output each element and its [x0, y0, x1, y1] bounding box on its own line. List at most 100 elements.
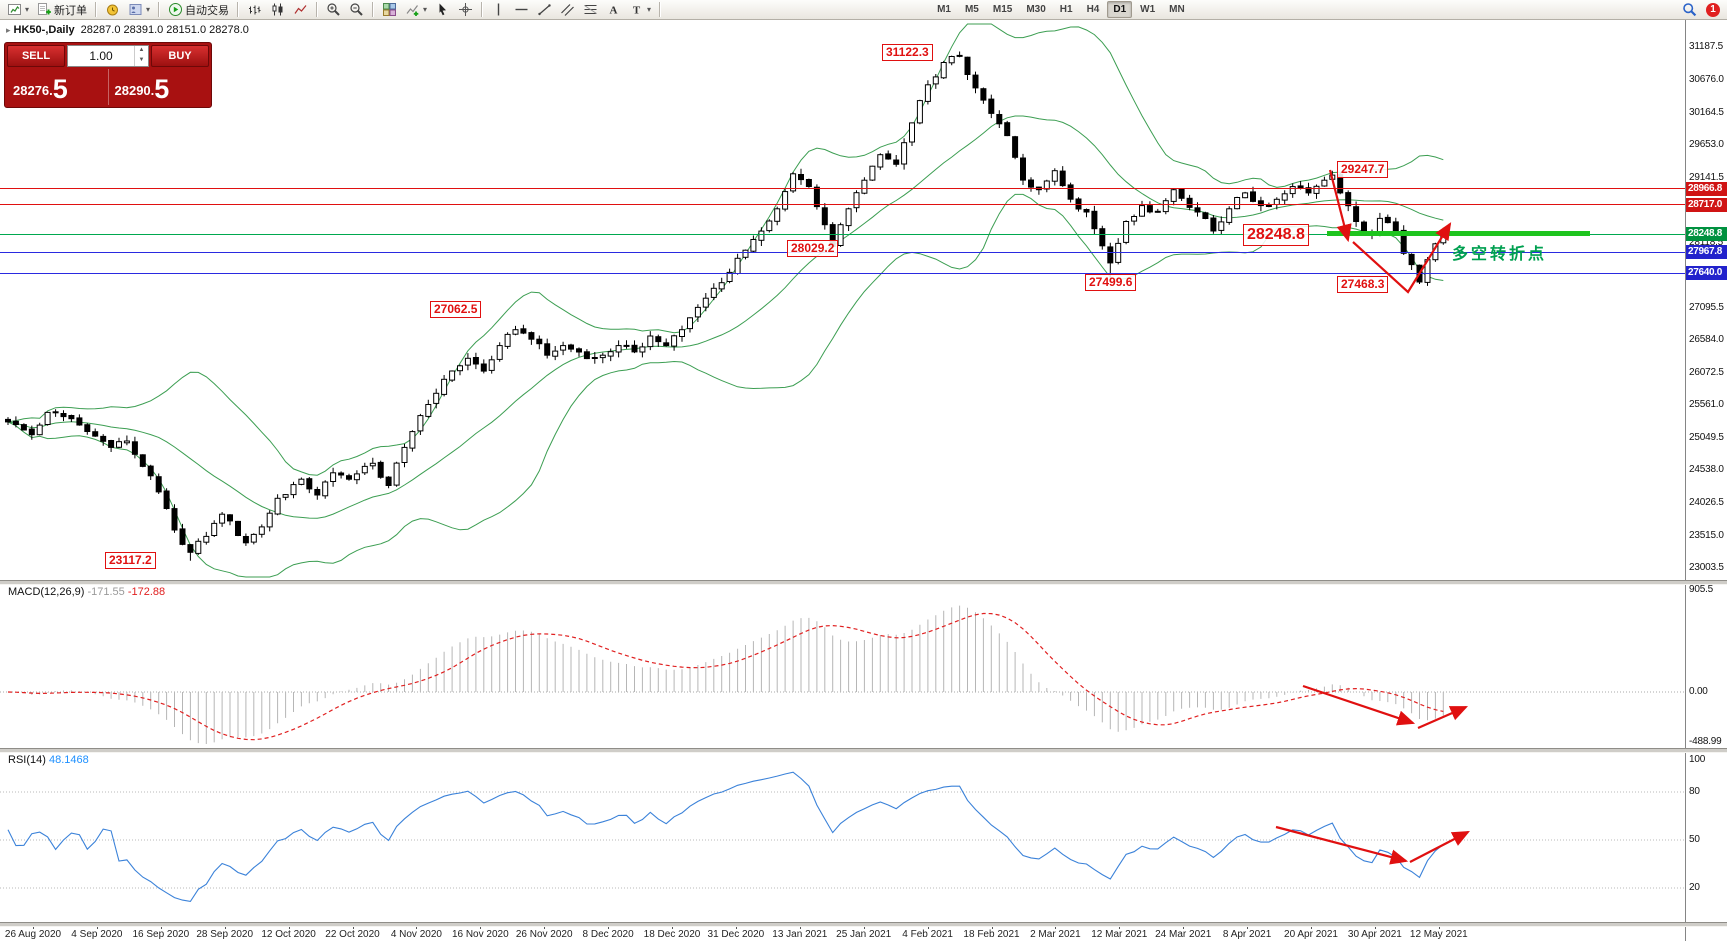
- fibonacci-tool-button[interactable]: [580, 0, 601, 20]
- buy-button[interactable]: BUY: [151, 45, 209, 67]
- candlestick-plot: [5, 23, 1447, 578]
- volume-field[interactable]: 1.00 ▲ ▼: [67, 45, 149, 67]
- line-chart-button[interactable]: [290, 0, 311, 20]
- axis-price-label: 23515.0: [1689, 529, 1724, 541]
- time-axis-label: 25 Jan 2021: [836, 929, 892, 940]
- timeframe-h4-button[interactable]: H4: [1086, 4, 1100, 15]
- dropdown-caret-icon: ▾: [146, 5, 151, 14]
- alerts-badge[interactable]: 1: [1706, 2, 1720, 17]
- time-axis-label: 12 May 2021: [1409, 929, 1468, 940]
- indicators-list-button[interactable]: ▾: [402, 0, 430, 20]
- trendline-tool-button[interactable]: [534, 0, 555, 20]
- profiles-button[interactable]: ▾: [125, 0, 153, 20]
- chart-window-icon: [7, 2, 22, 17]
- axis-price-label: 23003.5: [1689, 562, 1724, 573]
- time-axis-label: 4 Sep 2020: [71, 929, 123, 940]
- volume-up-icon[interactable]: ▲: [138, 47, 145, 53]
- price-annotation: 23117.2: [105, 552, 156, 569]
- rsi-axis-label: 20: [1689, 882, 1700, 893]
- axis-price-label: 24026.5: [1689, 496, 1724, 508]
- channel-icon: [560, 2, 575, 17]
- timeframe-m5-button[interactable]: M5: [964, 4, 979, 15]
- toolbar-separator: [372, 2, 375, 17]
- new-chart-button[interactable]: ▾: [4, 0, 32, 20]
- volume-value[interactable]: 1.00: [89, 49, 113, 63]
- timeframe-m1-button[interactable]: M1: [937, 4, 951, 15]
- timeframe-h1-button[interactable]: H1: [1059, 4, 1073, 15]
- panel-separator[interactable]: [0, 580, 1727, 585]
- timeframe-m15-button[interactable]: M15: [992, 4, 1013, 15]
- toolbar-separator: [659, 2, 662, 17]
- search-icon: [1682, 2, 1697, 17]
- level-line: [0, 251, 1685, 253]
- one-click-trading-panel: SELL 1.00 ▲ ▼ BUY 28276. 5 28290. 5: [4, 42, 212, 108]
- svg-text:A: A: [610, 5, 618, 17]
- vertical-line-tool-button[interactable]: [488, 0, 509, 20]
- axis-price-badge: 28966.8: [1686, 181, 1727, 196]
- toolbar-separator: [158, 2, 161, 17]
- price-annotation: 28029.2: [787, 240, 839, 257]
- toolbar-separator: [481, 2, 484, 17]
- arrows-tool-button[interactable]: T ▾: [626, 0, 654, 20]
- buy-price: 28290. 5: [107, 69, 210, 105]
- axis-price-badge: 27640.0: [1686, 266, 1727, 281]
- macd-plot: [0, 605, 1685, 744]
- history-center-button[interactable]: [102, 0, 123, 20]
- dropdown-caret-icon: ▾: [423, 5, 428, 14]
- rsi-value: 48.1468: [48, 754, 89, 766]
- text-icon: A: [606, 2, 621, 17]
- rsi-axis-label: 80: [1689, 786, 1700, 797]
- time-axis-tick: [416, 925, 418, 929]
- equidistant-channel-tool-button[interactable]: [557, 0, 578, 20]
- price-annotation: 28248.8: [1243, 224, 1309, 246]
- toolbar: ▾ 新订单 ▾ 自动交易 ▾ A T ▾ M1 M5 M15 M30 H1 H4 D1 W1 MN 1: [0, 0, 1727, 20]
- panel-separator[interactable]: [0, 922, 1727, 927]
- time-axis-label: 26 Nov 2020: [515, 929, 573, 940]
- one-click-prices: 28276. 5 28290. 5: [7, 69, 209, 105]
- toolbar-right: 1: [1678, 0, 1724, 20]
- cursor-icon: [435, 2, 450, 17]
- timeframe-w1-button[interactable]: W1: [1140, 4, 1156, 15]
- sell-price-main: 28276.: [13, 83, 53, 98]
- crosshair-tool-button[interactable]: [455, 0, 476, 20]
- timeframe-d1-button[interactable]: D1: [1107, 1, 1133, 18]
- time-axis-tick: [33, 925, 34, 929]
- rsi-axis-label: 50: [1689, 834, 1700, 845]
- timeframe-m30-button[interactable]: M30: [1026, 4, 1046, 15]
- time-axis-label: 8 Apr 2021: [1222, 929, 1272, 940]
- auto-trading-button[interactable]: 自动交易: [165, 0, 232, 20]
- sell-button[interactable]: SELL: [7, 45, 65, 67]
- search-button[interactable]: [1679, 0, 1700, 20]
- volume-down-icon[interactable]: ▼: [138, 57, 145, 63]
- zoom-in-button[interactable]: [323, 0, 344, 20]
- text-tool-button[interactable]: A: [603, 0, 624, 20]
- horizontal-line-tool-button[interactable]: [511, 0, 532, 20]
- chart-title: ▸ HK50-,Daily 28287.0 28391.0 28151.0 2827…: [6, 24, 249, 36]
- time-axis-label: 18 Dec 2020: [643, 929, 701, 940]
- volume-spinner[interactable]: ▲ ▼: [134, 46, 148, 66]
- panel-separator[interactable]: [0, 748, 1727, 753]
- cursor-tool-button[interactable]: [432, 0, 453, 20]
- time-axis-tick: [1311, 925, 1312, 929]
- time-axis-label: 4 Feb 2021: [902, 929, 953, 940]
- zoom-out-button[interactable]: [346, 0, 367, 20]
- timeframe-mn-button[interactable]: MN: [1169, 4, 1185, 15]
- time-axis-tick: [96, 925, 98, 929]
- axis-price-label: 30676.0: [1689, 73, 1724, 85]
- time-axis-tick: [160, 925, 162, 929]
- price-axis-separator: [1685, 20, 1686, 941]
- crosshair-icon: [458, 2, 473, 17]
- time-axis-label: 30 Apr 2021: [1347, 929, 1402, 940]
- time-axis-tick: [480, 925, 482, 929]
- symbol-period: HK50-,Daily: [13, 24, 75, 36]
- new-order-button[interactable]: 新订单: [34, 0, 90, 20]
- tile-windows-button[interactable]: [379, 0, 400, 20]
- axis-price-label: 26072.5: [1689, 366, 1724, 378]
- rsi-name: RSI(14): [8, 754, 46, 766]
- time-axis-label: 16 Nov 2020: [451, 929, 509, 940]
- candlestick-chart-button[interactable]: [267, 0, 288, 20]
- zoom-in-icon: [326, 2, 341, 17]
- bar-chart-button[interactable]: [244, 0, 265, 20]
- macd-axis-label: -488.99: [1689, 736, 1722, 747]
- macd-axis-label: 0.00: [1689, 686, 1708, 697]
